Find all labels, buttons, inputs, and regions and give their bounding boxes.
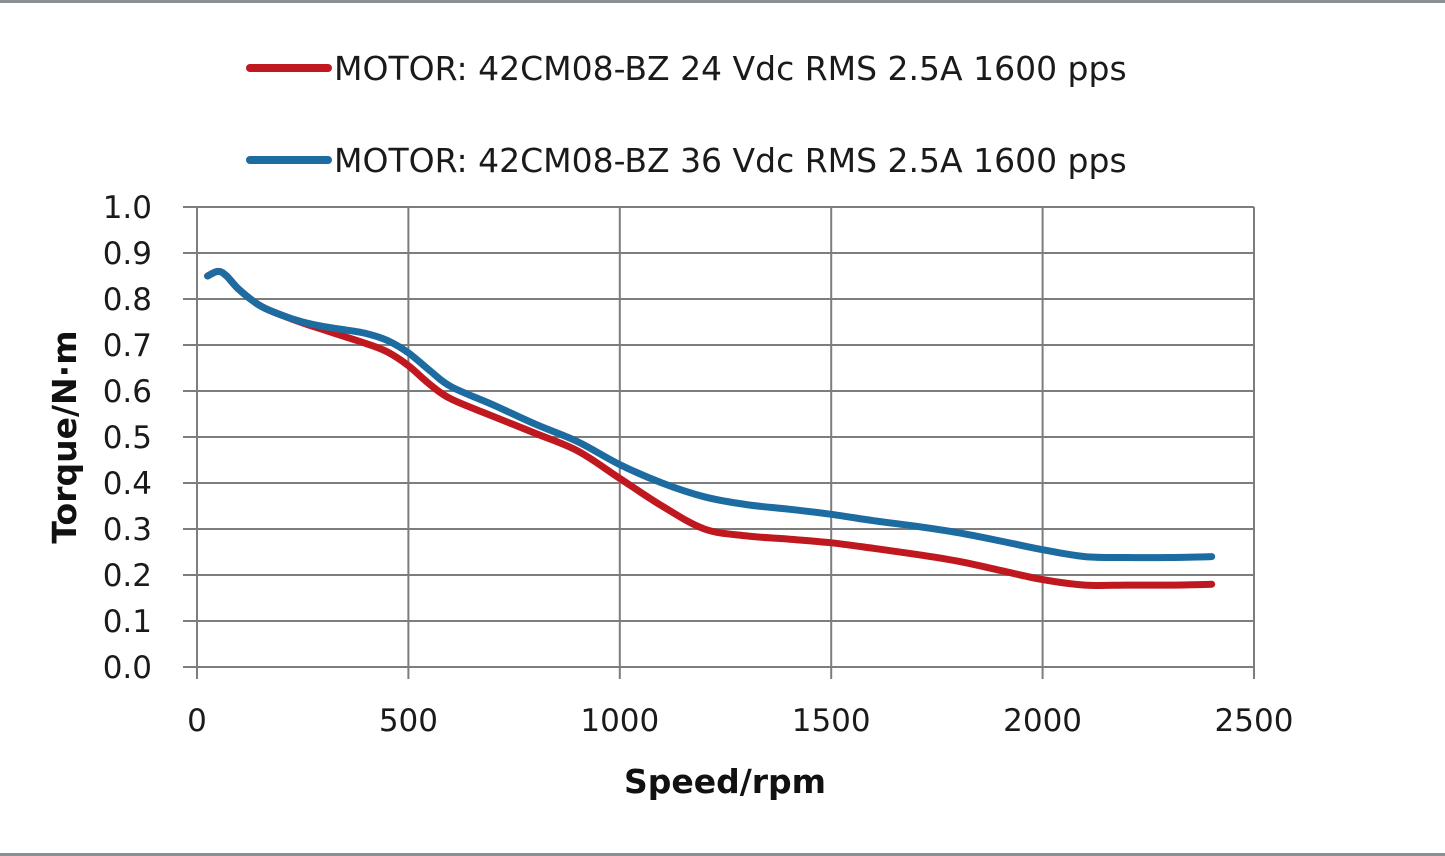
x-tick-label: 500 [379, 703, 438, 739]
legend: MOTOR: 42CM08-BZ 24 Vdc RMS 2.5A 1600 pp… [246, 49, 1127, 180]
frame-bottom-border [0, 853, 1445, 856]
x-tick-label: 1500 [792, 703, 871, 739]
x-axis-title: Speed/rpm [624, 762, 826, 801]
x-tick-label: 2500 [1215, 703, 1294, 739]
y-axis-title: Torque/N·m [45, 330, 84, 543]
y-tick-label: 0.1 [103, 604, 152, 640]
y-tick-label: 0.9 [103, 236, 152, 272]
x-tick-label: 2000 [1003, 703, 1082, 739]
y-tick-label: 0.4 [103, 466, 152, 502]
y-tick-label: 1.0 [103, 190, 152, 226]
y-tick-label: 0.7 [103, 328, 152, 364]
series-line-36vdc [204, 267, 1216, 562]
y-tick-label: 0.8 [103, 282, 152, 318]
y-tick-label: 0.3 [103, 512, 152, 548]
y-axis-ticks: 0.0 0.1 0.2 0.3 0.4 0.5 0.6 0.7 0.8 0.9 1.0 [103, 190, 152, 686]
legend-label-36vdc: MOTOR: 42CM08-BZ 36 Vdc RMS 2.5A 1600 pp… [334, 141, 1127, 180]
x-axis-ticks: 0 500 1000 1500 2000 2500 [187, 703, 1293, 739]
grid [183, 206, 1255, 679]
y-tick-label: 0.0 [103, 650, 152, 686]
y-tick-label: 0.2 [103, 558, 152, 594]
y-tick-label: 0.5 [103, 420, 152, 456]
legend-label-24vdc: MOTOR: 42CM08-BZ 24 Vdc RMS 2.5A 1600 pp… [334, 49, 1127, 88]
x-tick-label: 1000 [580, 703, 659, 739]
x-tick-label: 0 [187, 703, 207, 739]
y-tick-label: 0.6 [103, 374, 152, 410]
series-lines [204, 267, 1216, 589]
frame-top-border [0, 0, 1445, 3]
series-line-24vdc [204, 267, 1216, 589]
